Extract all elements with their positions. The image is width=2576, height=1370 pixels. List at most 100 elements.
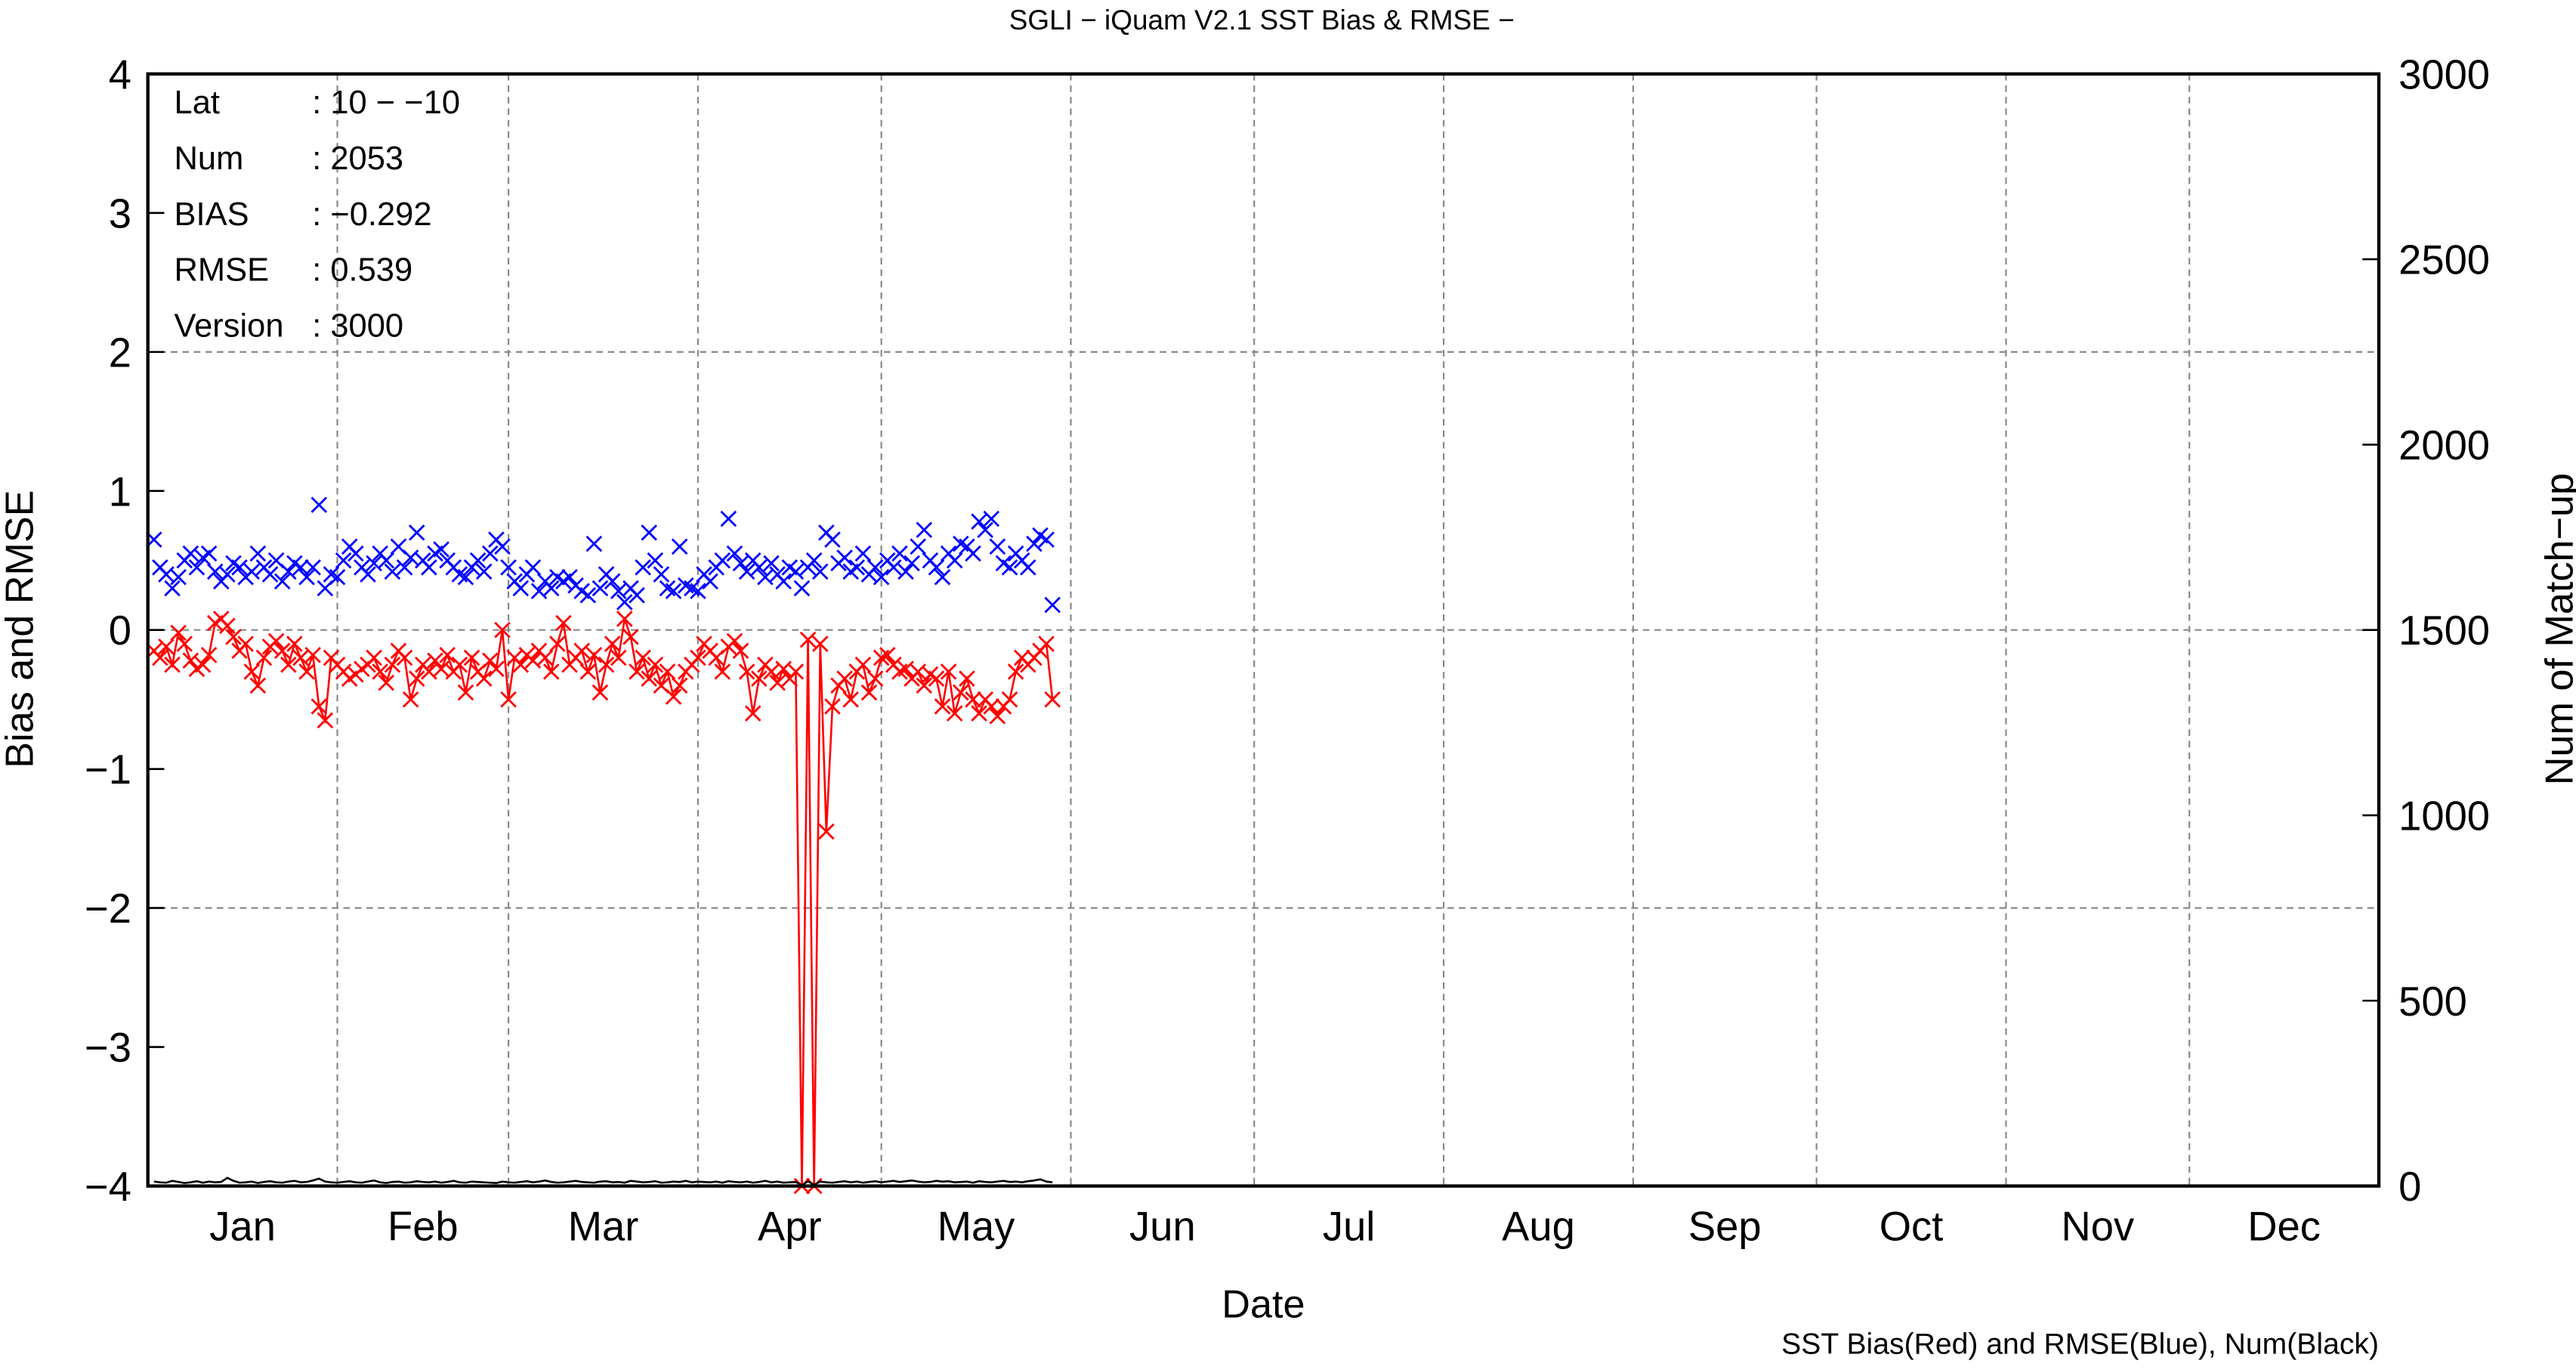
point-marker xyxy=(317,712,334,729)
point-marker xyxy=(866,670,884,687)
y-tick-label: 2 xyxy=(109,329,131,376)
info-value: : 10 − −10 xyxy=(312,85,460,121)
point-marker xyxy=(726,545,743,562)
x-tick-label: Feb xyxy=(388,1203,459,1249)
point-marker xyxy=(402,691,419,708)
point-marker xyxy=(182,652,199,669)
info-label: Version xyxy=(175,308,284,345)
y2-tick-label: 1000 xyxy=(2398,793,2490,840)
y2-tick-label: 1500 xyxy=(2398,608,2490,654)
point-marker xyxy=(482,545,499,562)
y2-tick-label: 2000 xyxy=(2398,422,2490,469)
series-line xyxy=(153,1177,1053,1187)
point-marker xyxy=(273,642,291,660)
point-marker xyxy=(1038,531,1055,548)
point-marker xyxy=(433,660,449,677)
point-marker xyxy=(690,649,706,666)
point-marker xyxy=(946,705,963,722)
point-marker xyxy=(372,663,388,680)
point-marker xyxy=(158,566,175,583)
point-marker xyxy=(604,573,621,590)
point-marker xyxy=(738,663,755,680)
point-marker xyxy=(726,632,743,650)
point-marker xyxy=(732,555,749,572)
point-marker xyxy=(555,614,572,632)
point-marker xyxy=(928,559,945,576)
point-marker xyxy=(934,698,951,715)
point-marker xyxy=(164,656,181,673)
point-marker xyxy=(738,563,755,580)
point-marker xyxy=(451,656,468,673)
point-marker xyxy=(635,559,651,576)
point-marker xyxy=(433,541,449,558)
point-marker xyxy=(848,559,866,576)
point-marker xyxy=(573,642,590,660)
point-marker xyxy=(542,580,560,597)
x-tick-label: Nov xyxy=(2062,1203,2135,1249)
point-marker xyxy=(897,660,914,677)
point-marker xyxy=(206,563,224,580)
y2-tick-label: 500 xyxy=(2398,979,2467,1025)
point-marker xyxy=(500,691,517,708)
x-tick-label: Sep xyxy=(1688,1203,1762,1249)
point-marker xyxy=(1001,691,1018,708)
point-marker xyxy=(298,568,315,586)
x-tick-label: Jun xyxy=(1129,1203,1196,1249)
point-marker xyxy=(585,535,603,552)
point-marker xyxy=(1038,636,1055,652)
point-marker xyxy=(1044,596,1061,614)
point-marker xyxy=(267,632,285,650)
point-marker xyxy=(310,698,328,715)
point-marker xyxy=(965,545,981,562)
point-marker xyxy=(787,663,805,680)
series xyxy=(153,1177,1053,1187)
point-marker xyxy=(647,552,664,569)
point-marker xyxy=(616,594,633,611)
x-tick-label: Oct xyxy=(1879,1203,1944,1249)
point-marker xyxy=(524,652,542,669)
point-marker xyxy=(690,583,706,599)
point-marker xyxy=(182,545,199,562)
x-tick-label: May xyxy=(937,1203,1016,1249)
point-marker xyxy=(292,649,309,666)
point-marker xyxy=(408,670,425,687)
x-tick-label: Dec xyxy=(2247,1203,2321,1249)
point-marker xyxy=(408,524,425,541)
point-marker xyxy=(335,552,352,569)
point-marker xyxy=(854,545,872,562)
point-marker xyxy=(378,552,395,569)
point-marker xyxy=(787,563,805,580)
point-marker xyxy=(1007,663,1024,680)
point-marker xyxy=(946,552,963,569)
point-marker xyxy=(897,563,914,580)
point-marker xyxy=(989,707,1006,725)
point-marker xyxy=(799,631,817,648)
point-marker xyxy=(885,559,902,576)
y-tick-label: 3 xyxy=(109,190,131,237)
x-tick-label: Jul xyxy=(1323,1203,1375,1249)
point-marker xyxy=(579,663,597,680)
point-marker xyxy=(494,621,511,639)
point-marker xyxy=(170,624,187,642)
point-marker xyxy=(610,583,627,599)
point-marker xyxy=(561,568,578,586)
point-marker xyxy=(249,677,267,694)
point-marker xyxy=(959,670,975,687)
point-marker xyxy=(916,677,933,694)
x-tick-label: Apr xyxy=(758,1203,822,1249)
point-marker xyxy=(488,660,505,677)
point-marker xyxy=(280,656,297,673)
point-marker xyxy=(751,670,768,687)
point-marker xyxy=(475,670,493,687)
point-marker xyxy=(475,563,493,580)
info-value: : 0.539 xyxy=(312,252,412,289)
point-marker xyxy=(659,663,676,680)
point-marker xyxy=(818,823,835,840)
point-marker xyxy=(665,583,682,599)
point-marker xyxy=(910,538,927,555)
info-label: Lat xyxy=(175,85,220,121)
point-marker xyxy=(255,649,273,666)
point-marker xyxy=(176,636,193,652)
